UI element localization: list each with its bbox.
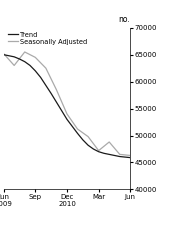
Text: no.: no. bbox=[119, 15, 130, 24]
Trend bbox=[24, 60, 26, 63]
Trend bbox=[34, 70, 36, 72]
Trend bbox=[98, 150, 100, 153]
Trend bbox=[108, 153, 110, 156]
Seasonally Adjusted bbox=[66, 112, 68, 115]
Trend bbox=[66, 118, 68, 121]
Trend bbox=[87, 144, 89, 147]
Trend bbox=[82, 138, 84, 141]
Seasonally Adjusted bbox=[98, 149, 100, 152]
Trend bbox=[13, 55, 15, 58]
Trend bbox=[71, 125, 73, 128]
Trend bbox=[76, 132, 79, 135]
Seasonally Adjusted bbox=[76, 128, 79, 131]
Seasonally Adjusted bbox=[129, 154, 131, 157]
Legend: Trend, Seasonally Adjusted: Trend, Seasonally Adjusted bbox=[7, 31, 88, 45]
Seasonally Adjusted bbox=[108, 141, 110, 143]
Trend bbox=[119, 155, 121, 158]
Seasonally Adjusted bbox=[34, 56, 36, 59]
Trend bbox=[29, 64, 31, 67]
Trend bbox=[61, 109, 63, 112]
Seasonally Adjusted bbox=[13, 64, 15, 67]
Trend bbox=[50, 92, 52, 95]
Trend bbox=[113, 154, 115, 157]
Trend bbox=[39, 76, 42, 79]
Seasonally Adjusted bbox=[24, 51, 26, 53]
Seasonally Adjusted bbox=[3, 52, 5, 55]
Trend bbox=[18, 58, 21, 60]
Line: Trend: Trend bbox=[4, 55, 130, 158]
Trend bbox=[124, 156, 126, 158]
Seasonally Adjusted bbox=[87, 135, 89, 138]
Trend bbox=[8, 54, 10, 57]
Trend bbox=[3, 53, 5, 56]
Seasonally Adjusted bbox=[55, 88, 58, 91]
Trend bbox=[92, 148, 94, 150]
Seasonally Adjusted bbox=[119, 153, 121, 156]
Line: Seasonally Adjusted: Seasonally Adjusted bbox=[4, 52, 130, 155]
Trend bbox=[55, 101, 58, 103]
Trend bbox=[45, 84, 47, 87]
Trend bbox=[129, 156, 131, 159]
Trend bbox=[103, 152, 105, 155]
Seasonally Adjusted bbox=[45, 67, 47, 70]
